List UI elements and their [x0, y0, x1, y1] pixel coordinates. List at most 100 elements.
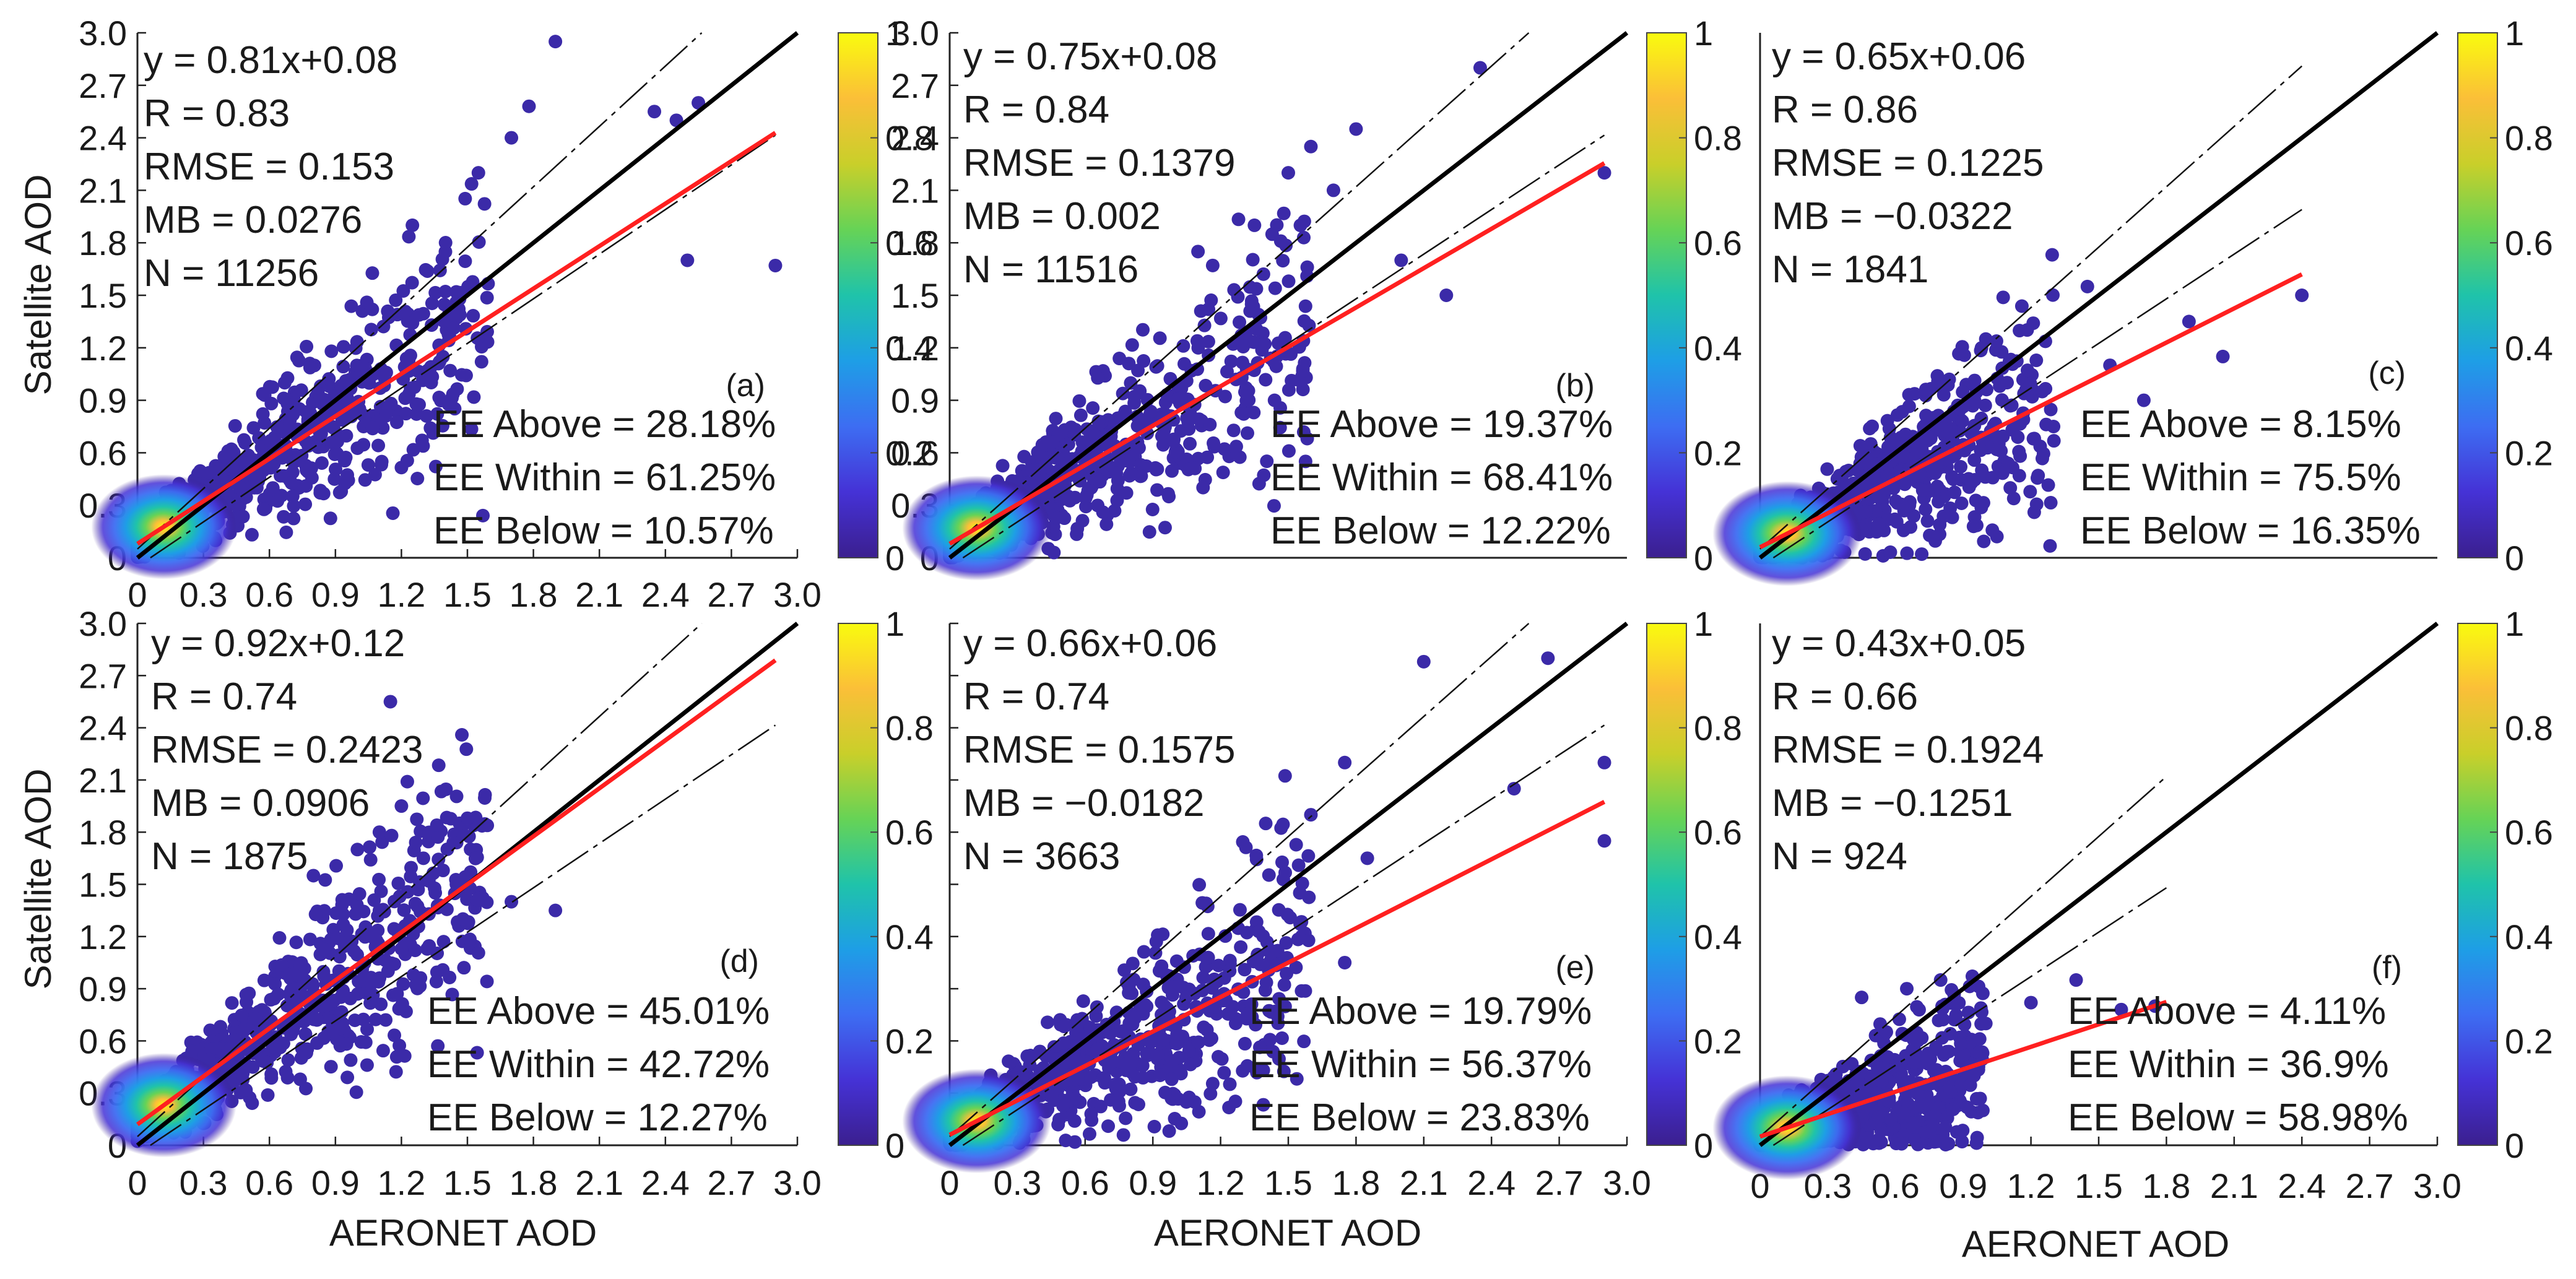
x-tick-label: 0.9 [1939, 1166, 1987, 1205]
scatter-point [428, 886, 442, 900]
scatter-point [235, 1008, 248, 1022]
y-tick-label: 2.1 [891, 171, 939, 210]
scatter-point [275, 958, 288, 972]
y-tick-label: 2.1 [79, 761, 127, 800]
scatter-point [1101, 1119, 1115, 1133]
scatter-point [475, 355, 488, 368]
scatter-outlier [1259, 817, 1273, 830]
scatter-outlier [1417, 655, 1431, 669]
scatter-point [1276, 818, 1290, 831]
scatter-point [2046, 288, 2060, 302]
scatter-point [1112, 1099, 1126, 1112]
scatter-point [308, 358, 321, 372]
scatter-point [1270, 360, 1283, 373]
scatter-point [472, 946, 485, 960]
scatter-point [1196, 481, 1210, 495]
scatter-point [1920, 514, 1934, 528]
scatter-point [1077, 994, 1090, 1008]
aod-validation-figure: 00.30.60.91.21.51.82.12.42.73.000.30.60.… [0, 0, 2576, 1279]
scatter-point [463, 932, 477, 946]
scatter-point [1968, 473, 1982, 487]
panel-d-ee-below: EE Below = 12.27% [427, 1096, 768, 1139]
scatter-point [447, 321, 461, 335]
scatter-outlier [680, 253, 694, 267]
scatter-point [443, 364, 457, 378]
scatter-point [1117, 963, 1131, 977]
scatter-point [2011, 430, 2024, 444]
scatter-point [2027, 432, 2040, 446]
y-tick-label: 3.0 [79, 604, 127, 643]
scatter-point [439, 236, 453, 249]
scatter-point [1151, 1048, 1164, 1062]
y-tick-label: 1.5 [79, 276, 127, 315]
scatter-point [1936, 509, 1950, 523]
scatter-point [1923, 529, 1936, 542]
x-tick-label: 2.7 [707, 1163, 755, 1202]
scatter-point [371, 909, 384, 923]
scatter-point [1206, 1077, 1220, 1090]
scatter-point [1158, 521, 1172, 534]
scatter-point [357, 904, 370, 918]
scatter-point [350, 441, 364, 455]
scatter-point [366, 421, 379, 435]
scatter-outlier [1598, 756, 1611, 770]
panel-e-ee-within: EE Within = 56.37% [1249, 1043, 1592, 1086]
scatter-point [1041, 1015, 1054, 1029]
scatter-point [401, 454, 414, 467]
scatter-point [257, 502, 271, 516]
scatter-point [1916, 483, 1930, 497]
scatter-point [1891, 496, 1904, 510]
scatter-point [1994, 444, 2008, 457]
panel-b-ee: EE Above = 19.37% EE Within = 68.41% EE … [1270, 403, 1613, 552]
scatter-point [1302, 934, 1316, 947]
panel-d: 00.30.60.91.21.51.82.12.42.73.000.30.60.… [79, 604, 822, 1202]
scatter-point [1930, 463, 1944, 477]
scatter-point [1902, 499, 1916, 513]
y-tick-label: 2.7 [79, 66, 127, 105]
scatter-point [1900, 547, 1914, 560]
scatter-point [1086, 401, 1099, 415]
scatter-point [348, 1013, 362, 1027]
y-tick-label: 0.9 [891, 381, 939, 420]
scatter-point [282, 1053, 295, 1067]
panel-c-stats: y = 0.65x+0.06 R = 0.86 RMSE = 0.1225 MB… [1772, 35, 2044, 291]
scatter-point [1084, 1070, 1098, 1084]
scatter-point [1151, 359, 1164, 373]
scatter-point [313, 486, 327, 500]
panel-c-stat-r: R = 0.86 [1772, 89, 1918, 131]
panel-b-stat-n: N = 11516 [963, 248, 1138, 291]
scatter-point [412, 398, 426, 412]
scatter-point [382, 311, 396, 324]
panel-c-stat-n: N = 1841 [1772, 248, 1928, 291]
scatter-point [1298, 356, 1311, 370]
x-tick-label: 1.5 [443, 575, 492, 614]
scatter-point [1236, 1064, 1249, 1078]
scatter-point [1099, 518, 1113, 531]
y-tick-label: 2.4 [79, 119, 127, 158]
panel-e-stat-mb: MB = −0.0182 [963, 782, 1205, 825]
scatter-point [1128, 1070, 1142, 1083]
scatter-point [350, 335, 364, 349]
scatter-point [1181, 462, 1195, 476]
x-tick-label: 1.2 [377, 575, 425, 614]
scatter-point [1278, 866, 1292, 880]
x-tick-label: 2.4 [2278, 1166, 2326, 1205]
scatter-point [420, 264, 434, 278]
scatter-point [1174, 1117, 1188, 1130]
scatter-point [358, 473, 372, 487]
scatter-point [1165, 1072, 1179, 1086]
scatter-point [1262, 868, 1276, 882]
scatter-point [228, 419, 242, 433]
scatter-point [2003, 481, 2017, 495]
scatter-point [368, 974, 381, 987]
scatter-point [1171, 392, 1184, 406]
scatter-point [1068, 1135, 1082, 1149]
x-tick-label: 1.2 [377, 1163, 425, 1202]
scatter-point [1241, 427, 1254, 440]
panel-f: 0 0.3 0.6 0.9 1.2 1.5 1.8 2.1 2.4 2.7 3.0 y = 0.43… [1712, 622, 2461, 1205]
x-tick-label: 3.0 [2413, 1166, 2461, 1205]
scatter-point [1237, 407, 1251, 421]
scatter-point [1924, 431, 1938, 445]
panel-b-stat-equation: y = 0.75x+0.08 [963, 35, 1217, 78]
scatter-point [1192, 1105, 1206, 1119]
